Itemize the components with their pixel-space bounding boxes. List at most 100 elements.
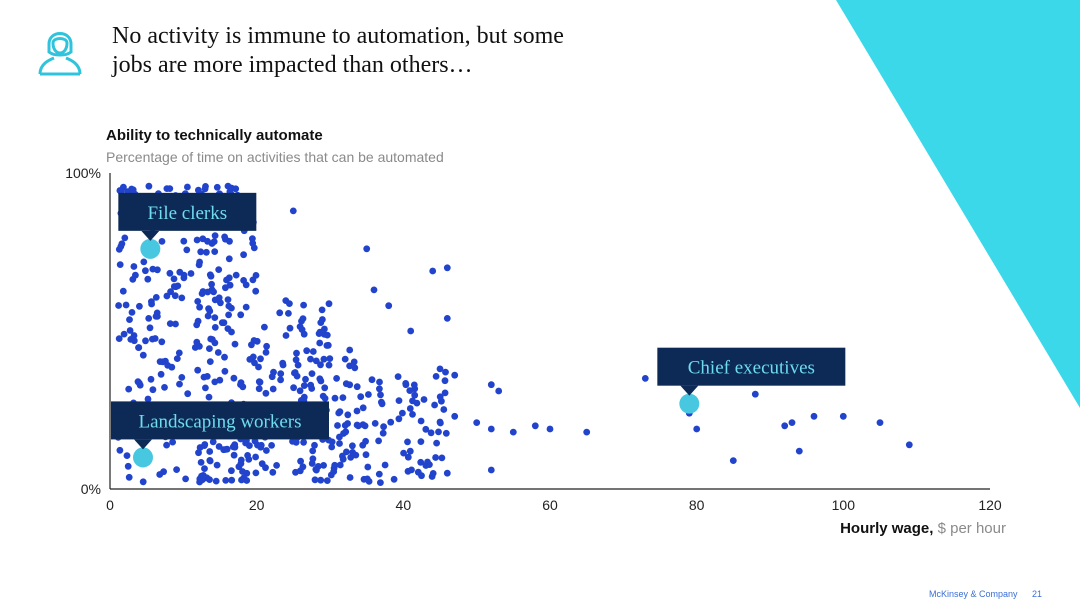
callout-box — [118, 192, 257, 231]
data-point — [230, 451, 238, 459]
data-point — [258, 460, 266, 468]
data-point — [163, 441, 171, 449]
data-point — [182, 475, 190, 483]
data-point — [409, 397, 416, 405]
data-point — [371, 420, 379, 427]
slide-title: No activity is immune to automation, but… — [112, 22, 672, 80]
data-point — [180, 271, 188, 279]
data-point — [443, 469, 451, 477]
data-point — [145, 182, 153, 190]
data-point — [289, 207, 297, 215]
data-point — [213, 461, 221, 469]
data-point — [144, 395, 152, 403]
data-point — [427, 429, 435, 437]
data-point — [203, 373, 211, 380]
data-point — [285, 310, 292, 317]
data-point — [334, 422, 341, 429]
data-point — [336, 461, 344, 469]
data-point — [221, 353, 228, 361]
data-point — [365, 391, 372, 398]
data-point — [335, 409, 343, 417]
data-point — [385, 302, 393, 310]
data-point — [157, 370, 165, 378]
data-point — [120, 330, 128, 338]
data-point — [321, 384, 329, 392]
data-point — [135, 344, 142, 351]
data-point — [199, 288, 207, 295]
data-point — [352, 451, 360, 459]
data-point — [171, 292, 179, 300]
data-point — [316, 375, 324, 383]
data-point — [308, 370, 316, 377]
data-point — [417, 458, 425, 466]
data-point — [166, 185, 174, 193]
data-point — [239, 383, 247, 391]
data-point — [224, 296, 232, 303]
data-point — [252, 287, 260, 295]
data-point — [201, 465, 208, 472]
data-point — [142, 337, 149, 345]
data-point — [196, 303, 204, 311]
data-point — [173, 355, 181, 362]
data-point — [146, 324, 154, 332]
data-point — [132, 271, 139, 279]
data-point — [223, 445, 231, 453]
data-point — [408, 466, 415, 474]
data-point — [116, 261, 124, 268]
data-point — [184, 183, 191, 191]
data-point — [211, 296, 219, 304]
data-point — [487, 466, 495, 474]
data-point — [378, 400, 386, 408]
data-point — [206, 457, 214, 465]
data-point — [411, 391, 419, 399]
data-point — [128, 309, 136, 316]
data-point — [420, 396, 428, 403]
data-point — [231, 443, 239, 451]
data-point — [136, 302, 143, 310]
data-point — [255, 385, 263, 393]
data-point — [151, 335, 159, 342]
data-point — [142, 267, 149, 275]
data-point — [261, 323, 268, 331]
highlight-point — [140, 238, 161, 259]
data-point — [546, 425, 554, 433]
person-icon — [38, 32, 82, 76]
data-point — [172, 320, 179, 328]
data-point — [406, 405, 414, 412]
data-point — [256, 378, 264, 386]
data-point — [375, 437, 382, 445]
data-point — [125, 473, 133, 481]
data-point — [169, 438, 177, 446]
data-point — [326, 355, 334, 362]
data-point — [349, 442, 356, 450]
data-point — [286, 300, 293, 307]
data-point — [202, 384, 209, 392]
data-point — [175, 349, 183, 357]
data-point — [211, 248, 219, 256]
data-point — [417, 438, 425, 445]
x-tick-label: 120 — [978, 497, 1002, 513]
data-point — [262, 389, 270, 397]
data-point — [346, 474, 354, 481]
data-point — [161, 384, 168, 391]
data-point — [139, 351, 147, 359]
data-point — [206, 358, 214, 365]
slide-title-line-1: No activity is immune to automation, but… — [112, 23, 564, 49]
data-point — [201, 185, 209, 193]
data-point — [436, 393, 444, 401]
data-point — [125, 385, 133, 393]
data-point — [228, 184, 236, 192]
data-point — [296, 467, 304, 475]
data-point — [309, 348, 317, 355]
data-point — [325, 300, 333, 308]
data-point — [487, 425, 495, 433]
data-point — [342, 428, 350, 436]
data-point — [163, 292, 171, 300]
data-point — [237, 311, 245, 319]
data-point — [376, 385, 383, 393]
data-point — [353, 407, 361, 415]
data-point — [231, 340, 239, 348]
x-tick-label: 0 — [106, 497, 114, 513]
